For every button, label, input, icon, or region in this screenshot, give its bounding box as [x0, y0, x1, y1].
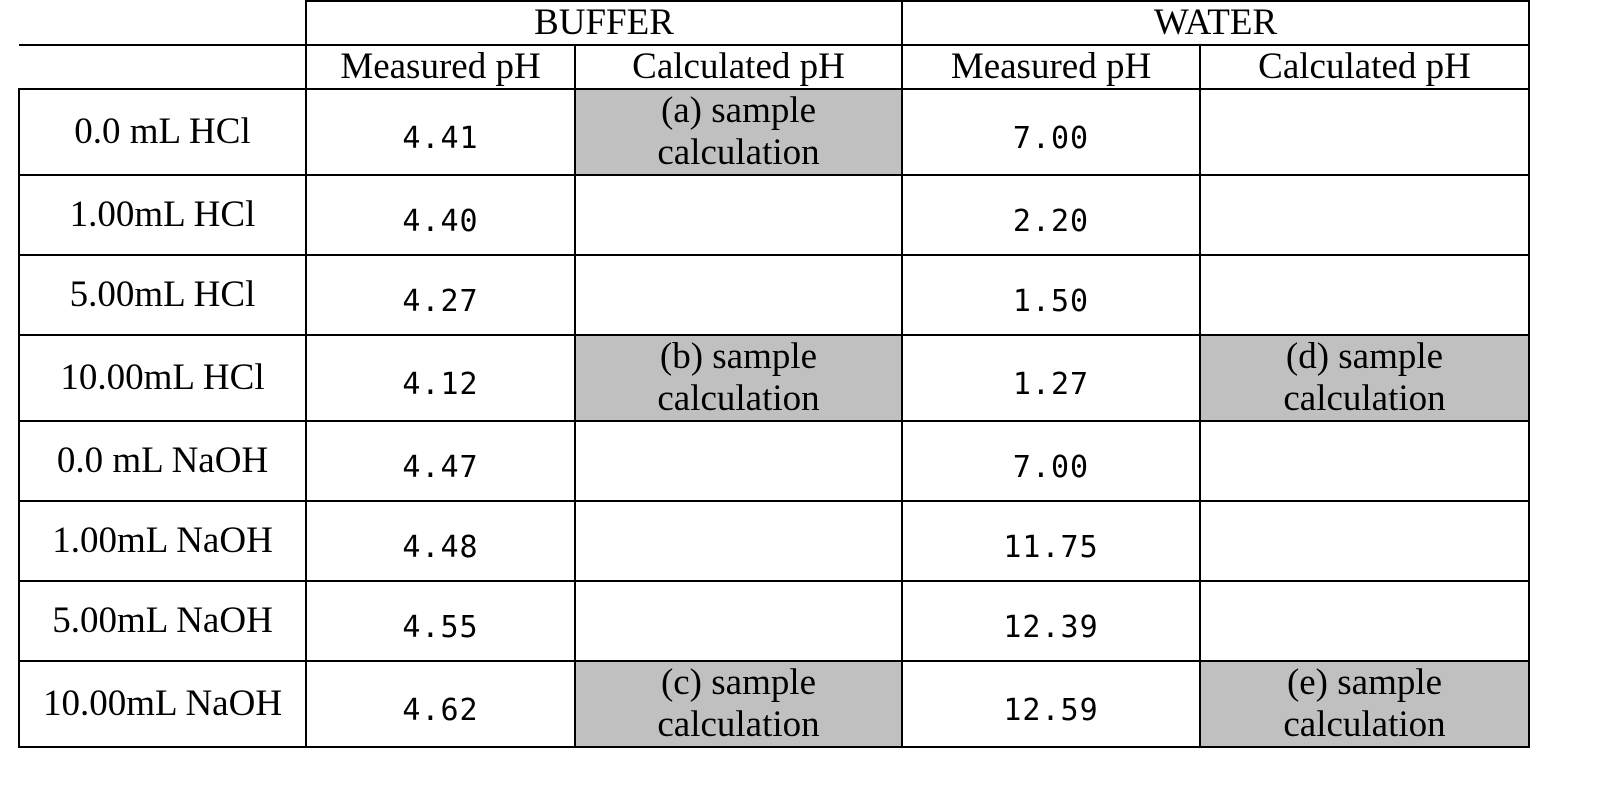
group-header-water: WATER: [901, 0, 1530, 46]
table-row: 1.00mL NaOH 4.48 11.75: [18, 500, 1530, 582]
ph-data-table: BUFFER WATER Measured pH Calculated pH M…: [18, 0, 1530, 748]
water-measured-ph: 1.50: [901, 254, 1201, 336]
subheader-water-calculated: Calculated pH: [1199, 44, 1530, 90]
water-calculated-ph: (e) sample calculation: [1199, 660, 1530, 748]
water-measured-ph: 2.20: [901, 174, 1201, 256]
buffer-calculated-ph: [574, 174, 903, 256]
buffer-measured-ph: 4.47: [305, 420, 576, 502]
row-label: 5.00mL NaOH: [18, 580, 307, 662]
table-row: 10.00mL NaOH 4.62 (c) sample calculation 12.…: [18, 660, 1530, 748]
buffer-measured-ph: 4.12: [305, 334, 576, 422]
table-row: 0.0 mL HCl 4.41 (a) sample calculation 7.00: [18, 88, 1530, 176]
water-calculated-ph: [1199, 420, 1530, 502]
row-label: 1.00mL NaOH: [18, 500, 307, 582]
water-calculated-ph: [1199, 580, 1530, 662]
corner-cell-lower: [19, 45, 307, 90]
water-calculated-ph: [1199, 88, 1530, 176]
row-label: 5.00mL HCl: [18, 254, 307, 336]
subheader-buffer-measured: Measured pH: [305, 44, 576, 90]
buffer-calculated-ph: (a) sample calculation: [574, 88, 903, 176]
table-row: 1.00mL HCl 4.40 2.20: [18, 174, 1530, 256]
water-calculated-ph: (d) sample calculation: [1199, 334, 1530, 422]
buffer-measured-ph: 4.27: [305, 254, 576, 336]
table-body: 0.0 mL HCl 4.41 (a) sample calculation 7.00 1…: [18, 88, 1530, 748]
water-measured-ph: 7.00: [901, 420, 1201, 502]
buffer-calculated-ph: [574, 420, 903, 502]
table-row: 5.00mL NaOH 4.55 12.39: [18, 580, 1530, 662]
water-calculated-ph: [1199, 174, 1530, 256]
water-calculated-ph: [1199, 254, 1530, 336]
buffer-calculated-ph: [574, 254, 903, 336]
group-header-buffer: BUFFER: [305, 0, 903, 46]
water-measured-ph: 11.75: [901, 500, 1201, 582]
buffer-measured-ph: 4.62: [305, 660, 576, 748]
buffer-calculated-ph: (c) sample calculation: [574, 660, 903, 748]
row-label: 0.0 mL NaOH: [18, 420, 307, 502]
subheader-water-measured: Measured pH: [901, 44, 1201, 90]
row-label: 0.0 mL HCl: [18, 88, 307, 176]
table-row: 0.0 mL NaOH 4.47 7.00: [18, 420, 1530, 502]
buffer-calculated-ph: [574, 500, 903, 582]
buffer-calculated-ph: (b) sample calculation: [574, 334, 903, 422]
table-row: 10.00mL HCl 4.12 (b) sample calculation 1.27…: [18, 334, 1530, 422]
buffer-measured-ph: 4.48: [305, 500, 576, 582]
buffer-measured-ph: 4.41: [305, 88, 576, 176]
row-label: 10.00mL HCl: [18, 334, 307, 422]
subheader-buffer-calculated: Calculated pH: [574, 44, 903, 90]
table-row: 5.00mL HCl 4.27 1.50: [18, 254, 1530, 336]
water-measured-ph: 12.59: [901, 660, 1201, 748]
buffer-measured-ph: 4.40: [305, 174, 576, 256]
row-label: 1.00mL HCl: [18, 174, 307, 256]
row-label: 10.00mL NaOH: [18, 660, 307, 748]
corner-cell: [19, 1, 307, 46]
water-measured-ph: 12.39: [901, 580, 1201, 662]
water-calculated-ph: [1199, 500, 1530, 582]
water-measured-ph: 7.00: [901, 88, 1201, 176]
water-measured-ph: 1.27: [901, 334, 1201, 422]
buffer-calculated-ph: [574, 580, 903, 662]
buffer-measured-ph: 4.55: [305, 580, 576, 662]
